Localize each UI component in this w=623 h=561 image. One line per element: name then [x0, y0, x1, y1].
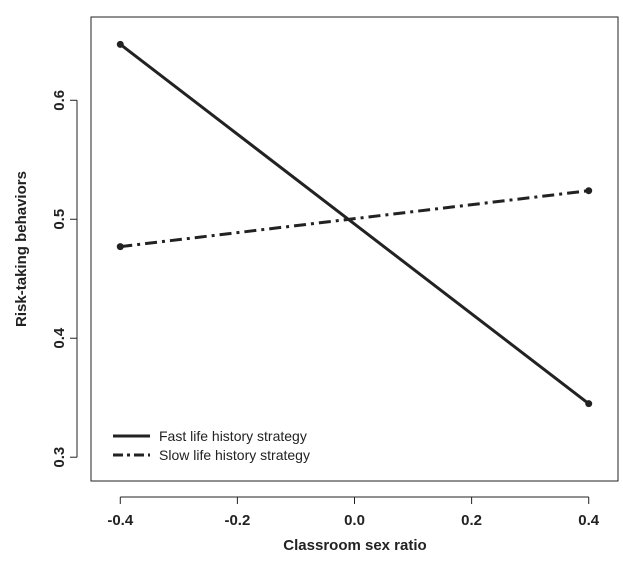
x-axis-title: Classroom sex ratio [283, 537, 426, 554]
data-point [585, 187, 593, 195]
plot-frame [90, 16, 619, 482]
x-tick-label: 0.2 [461, 512, 482, 529]
x-tick-label: 0.4 [578, 512, 600, 529]
series-line-fast [119, 43, 590, 405]
data-point [116, 40, 124, 48]
legend-label-slow: Slow life history strategy [159, 447, 310, 463]
data-point [585, 400, 593, 408]
legend-label-fast: Fast life history strategy [159, 428, 307, 444]
series-line-slow [120, 189, 589, 249]
y-tick-label: 0.4 [51, 327, 68, 349]
series-lines [119, 43, 590, 405]
data-point [116, 243, 124, 251]
x-tick-label: 0.0 [344, 512, 365, 529]
y-axis: 0.3 0.4 0.5 0.6 [51, 90, 78, 468]
y-tick-label: 0.5 [51, 209, 68, 230]
legend: Fast life history strategy Slow life his… [113, 428, 310, 463]
y-tick-label: 0.3 [51, 447, 68, 468]
x-tick-label: -0.2 [224, 512, 250, 529]
x-tick-label: -0.4 [107, 512, 134, 529]
x-axis: -0.4 -0.2 0.0 0.2 0.4 [107, 496, 600, 529]
y-tick-label: 0.6 [51, 90, 68, 111]
y-axis-title: Risk-taking behaviors [13, 171, 30, 327]
series-points [116, 40, 593, 408]
